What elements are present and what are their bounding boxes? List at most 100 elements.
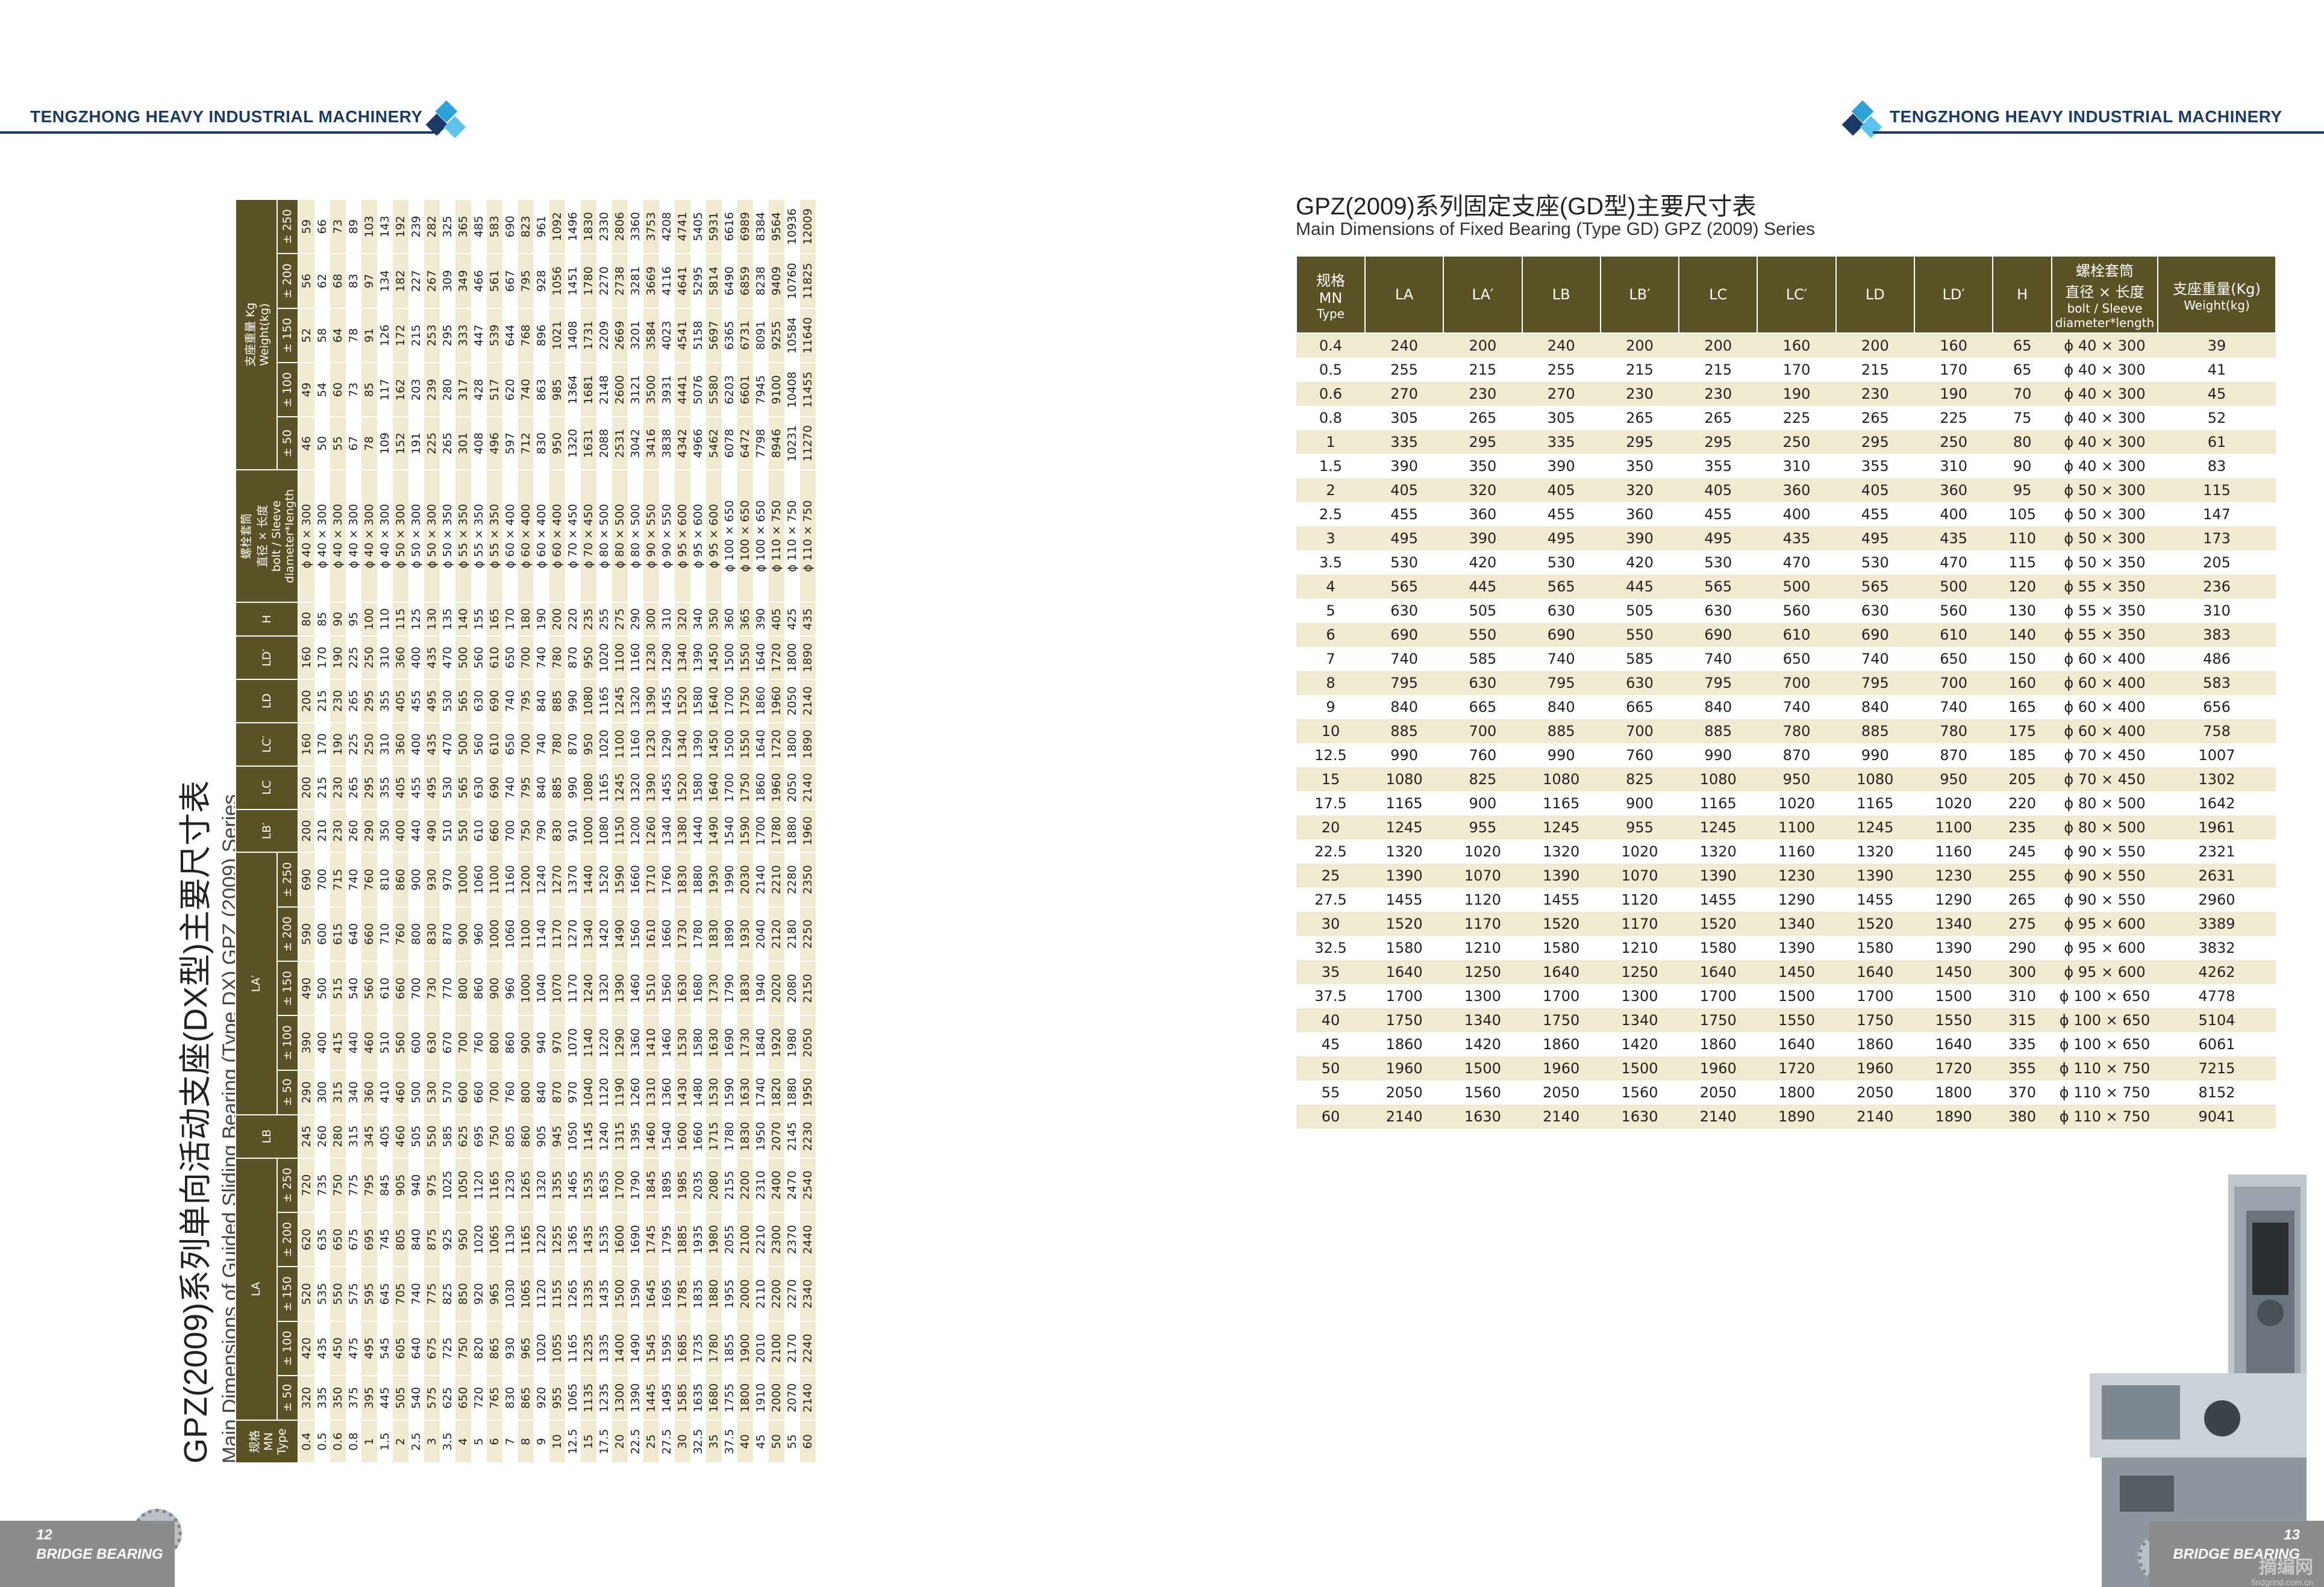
dx-table-cell: 52 [298,308,314,363]
dx-table-cell: 650 [502,722,518,766]
gd-table-cell: 1230 [1914,864,1993,888]
gd-table-cell: 115 [1993,550,2052,575]
gd-table-cell: 700 [1443,719,1522,743]
gd-table-cell: 740 [1757,695,1836,719]
gd-table-cell: ϕ 100 × 650 [2052,1008,2158,1032]
dx-table-cell: 650 [330,1212,346,1267]
gd-table-row: 15 1080 825 1080 825 1080 950 1080 950 205 ϕ 70 × … [1296,767,2276,791]
dx-table-cell: 400 [408,635,424,679]
gd-table-cell: 1500 [1600,1056,1679,1080]
gd-table-cell: 1455 [1679,888,1758,912]
gd-table-cell: 630 [1679,599,1758,623]
dx-table-cell: 650 [455,1375,471,1421]
gd-table-cell: 495 [1679,526,1758,550]
dx-table-cell: 1165 [596,765,612,809]
gd-table-cell: ϕ 100 × 650 [2052,1032,2158,1056]
dx-th-lc: LC [236,765,298,809]
dx-table-cell: 1150 [612,809,628,853]
dx-table-cell: 660 [393,961,408,1016]
dx-table-cell: 95 [346,602,361,636]
gd-table-cell: 225 [1757,406,1836,430]
gd-table-cell: 1455 [1365,888,1444,912]
dx-table-cell: 2669 [612,308,628,363]
dx-table-cell: 885 [549,679,565,723]
dx-th-type: 规格 MN Type [236,1420,298,1463]
dx-table-cell: 1590 [612,852,628,907]
dx-table-cell: 1985 [675,1158,690,1212]
dx-table-cell: 585 [440,1114,455,1158]
gd-table-cell: 1580 [1522,936,1601,960]
dx-table-cell: 265 [346,765,361,809]
dx-table-cell: 500 [314,961,330,1016]
dx-th-ld: LD [236,679,298,723]
gd-table-cell: 1750 [1522,1008,1601,1032]
dx-table-cell: 860 [502,1015,518,1070]
gd-table-cell: 1550 [1914,1008,1993,1032]
dx-table-cell: 660 [361,906,377,962]
dx-table-cell: 805 [393,1212,408,1267]
dx-table-cell: 1630 [737,1070,753,1115]
dx-table-cell: 58 [314,308,330,363]
gd-table-row: 10 885 700 885 700 885 780 885 780 175 ϕ 60 × 400 7… [1296,719,2276,743]
dx-table-cell: 550 [455,809,471,853]
gd-table-row: 4 565 445 565 445 565 500 565 500 120 ϕ 55 × 350 23… [1296,575,2276,599]
gd-dimension-table: 规格 MN Type LA LA′ LB LB′ LC LC′ LD LD′ H 螺… [1296,255,2276,1129]
gd-table-cell: 955 [1600,815,1679,840]
gd-title-en: Main Dimensions of Fixed Bearing (Type G… [1296,219,1815,239]
dx-table-cell: 605 [393,1321,408,1376]
gd-table-cell: 585 [1600,647,1679,671]
dx-table-cell: 560 [393,1015,408,1070]
dx-table-cell: 1145 [581,1114,596,1158]
gd-th-lc-prime: LC′ [1757,255,1837,334]
dx-table-cell: 1540 [722,809,737,853]
dx-table-cell: 333 [455,308,471,363]
dx-table-cell: 260 [346,809,361,853]
gd-table-row: 20 1245 955 1245 955 1245 1100 1245 1100 235 ϕ 80 … [1296,815,2276,840]
gd-table-cell: 2050 [1679,1080,1758,1105]
gd-table-cell: 1210 [1443,936,1522,960]
dx-table-cell: 900 [455,906,471,962]
dx-table-cell: 550 [330,1267,346,1321]
dx-table-cell: 975 [424,1158,440,1212]
dx-table-cell: 1420 [596,906,612,962]
gd-table-row: 1 335 295 335 295 295 250 295 250 80 ϕ 40 × 300 61 [1296,430,2276,454]
dx-table-cell: 1510 [643,961,659,1016]
dx-table-cell: 1135 [581,1375,596,1421]
dx-table-cell: 117 [377,363,393,417]
dx-table-cell: 109 [377,417,393,470]
dx-table-cell: 1000 [487,906,502,962]
gd-table-cell: 1700 [1835,984,1914,1008]
gd-th-lb: LB [1521,255,1601,334]
dx-table-cell: 265 [346,679,361,723]
dx-table-rotated: GPZ(2009)系列单向活动支座(DX型)主要尺寸表 Main Dimensi… [169,199,1072,1464]
dx-table-cell: 6203 [722,363,737,417]
dx-table-cell: 1595 [659,1321,675,1376]
dx-table-cell: 630 [471,765,487,809]
gd-table-row: 55 2050 1560 2050 1560 2050 1800 2050 1800 370 ϕ 1… [1296,1080,2276,1105]
gd-table-cell: 215 [1443,358,1522,382]
gd-table-cell: 350 [1600,454,1679,478]
dx-table-cell: 1245 [612,679,628,723]
gd-table-cell: 445 [1600,575,1679,599]
dx-table-cell: 495 [361,1321,377,1376]
dx-table-cell: 2120 [769,906,784,962]
gd-table-cell: 1390 [1679,864,1758,888]
gd-table-cell: 2140 [1835,1105,1914,1129]
dx-table-cell: 2145 [784,1114,800,1158]
dx-table-cell: 64 [330,308,346,363]
dx-table-cell: 350 [377,809,393,853]
dx-table-cell: 4023 [659,308,675,363]
dx-table-cell: 740 [534,635,549,679]
dx-table-cell: 1490 [628,1321,643,1376]
dx-table-cell: 1065 [518,1267,534,1321]
dx-table-cell: 460 [361,1015,377,1070]
dx-table-cell: 395 [361,1375,377,1421]
dx-table-cell: 830 [549,809,565,853]
dx-table-cell: 56 [298,254,314,308]
gd-table-cell: 795 [1835,671,1914,695]
gd-table-cell: 740 [1835,647,1914,671]
dx-table-cell: 1630 [675,961,690,1016]
dx-table-cell: 1395 [628,1114,643,1158]
gd-table-cell: ϕ 95 × 600 [2052,936,2158,960]
gd-table-cell: ϕ 70 × 450 [2052,743,2158,767]
